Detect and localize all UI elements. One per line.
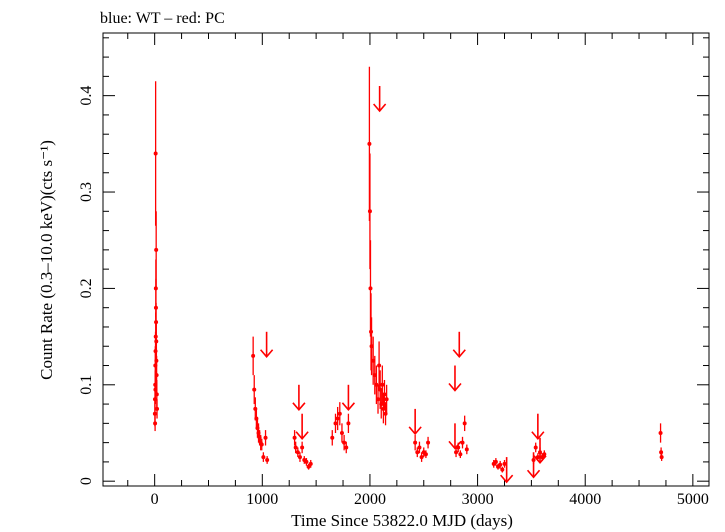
data-point (292, 435, 297, 440)
x-tick-label: 3000 (462, 491, 494, 508)
data-point (658, 430, 663, 435)
data-point (419, 455, 424, 460)
data-point (423, 452, 428, 457)
data-point (533, 445, 538, 450)
data-point (265, 457, 270, 462)
data-point (261, 455, 266, 460)
data-point (368, 286, 373, 291)
data-point (154, 392, 159, 397)
data-point (367, 141, 372, 146)
data-point (462, 421, 467, 426)
x-tick-label: 1000 (246, 491, 278, 508)
x-tick-label: 2000 (354, 491, 386, 508)
data-point (498, 462, 503, 467)
y-tick-label: 0.4 (78, 86, 95, 106)
data-point (306, 464, 311, 469)
upper-limit-arrowhead (408, 426, 422, 436)
data-point (154, 373, 159, 378)
data-point (659, 455, 664, 460)
data-point (454, 450, 459, 455)
upper-limit-arrowhead (292, 402, 306, 412)
data-point (293, 445, 298, 450)
data-point (460, 440, 465, 445)
data-point (308, 461, 313, 466)
data-point (382, 392, 387, 397)
upper-limit-arrowhead (373, 103, 387, 113)
data-point (377, 363, 382, 368)
upper-limit-arrowhead (531, 431, 545, 440)
y-tick-label: 0.2 (78, 278, 95, 298)
data-point (458, 452, 463, 457)
data-point (426, 440, 431, 445)
data-point (297, 455, 302, 460)
data-point (417, 445, 422, 450)
y-tick-label: 0.1 (78, 375, 95, 395)
x-axis-label: Time Since 53822.0 MJD (days) (291, 511, 513, 530)
x-tick-label: 4000 (569, 491, 601, 508)
upper-limit-arrowhead (448, 440, 462, 450)
x-tick-label: 0 (151, 491, 159, 508)
upper-limit-arrowhead (533, 455, 547, 465)
data-point (263, 435, 268, 440)
data-point (153, 421, 158, 426)
upper-limit-arrowhead (448, 383, 462, 392)
data-point (493, 459, 498, 464)
chart-title: blue: WT – red: PC (100, 10, 225, 27)
data-point (155, 406, 160, 411)
data-point (339, 430, 344, 435)
data-point (330, 435, 335, 440)
data-point (346, 421, 351, 426)
upper-limit-arrowhead (260, 349, 274, 359)
plot-frame (102, 32, 710, 487)
data-point (380, 382, 385, 387)
data-point (342, 440, 347, 445)
data-point (333, 421, 338, 426)
data-point (304, 459, 309, 464)
data-point (335, 416, 340, 421)
data-point (542, 452, 547, 457)
data-point (367, 209, 372, 214)
data-point (344, 445, 349, 450)
data-point (464, 447, 469, 452)
data-point (337, 411, 342, 416)
upper-limit-arrowhead (341, 402, 356, 412)
upper-limit-arrowhead (500, 474, 514, 484)
upper-limit-arrowhead (295, 431, 309, 440)
y-tick-label: 0 (78, 477, 95, 485)
y-axis-label: Count Rate (0.3–10.0 keV)(cts s⁻¹) (37, 140, 56, 380)
data-point (384, 397, 389, 402)
data-point (153, 151, 158, 156)
x-tick-label: 5000 (677, 491, 709, 508)
y-tick-label: 0.3 (78, 182, 95, 202)
data-point (500, 467, 505, 472)
data-point (154, 247, 159, 252)
data-point (295, 450, 300, 455)
data-point (252, 387, 257, 392)
data-point (413, 440, 418, 445)
data-point (376, 397, 381, 402)
data-point (502, 461, 507, 466)
plot-area: 0 1000 2000 3000 4000 5000 0 0.1 0.2 0.3 0.4 (78, 32, 710, 508)
data-point (415, 450, 420, 455)
data-point (251, 353, 256, 358)
data-point (300, 445, 305, 450)
upper-limit-arrowhead (452, 349, 466, 359)
upper-limit-arrowhead (526, 469, 541, 479)
data-point (259, 442, 264, 447)
